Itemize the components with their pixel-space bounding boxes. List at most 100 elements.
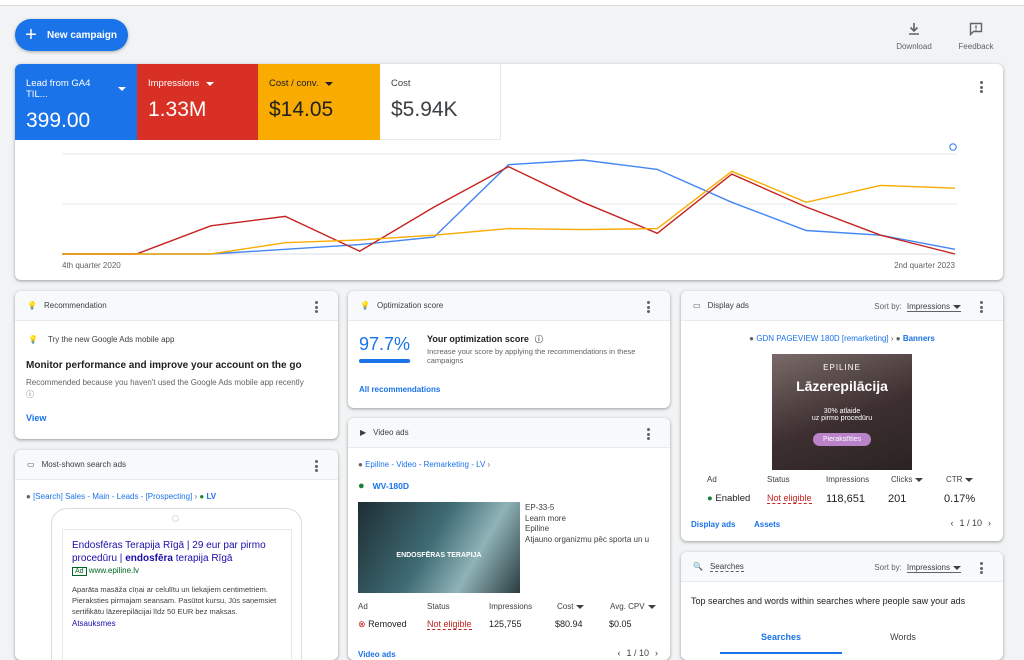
more-options-icon[interactable] bbox=[310, 459, 322, 473]
metric-cost[interactable]: Cost $5.94K bbox=[380, 64, 501, 140]
search-ad-icon: ▭ bbox=[27, 460, 35, 469]
searches-card: 🔍 Searches Sort by: Impressions Top search… bbox=[681, 552, 1003, 660]
ad-badge: Ad bbox=[72, 567, 87, 576]
column-header: Avg. CPV bbox=[610, 602, 645, 611]
prev-page-icon[interactable]: ‹ bbox=[617, 648, 621, 658]
video-ad-cta: Learn more bbox=[525, 513, 566, 523]
campaign-status-icon: ● bbox=[26, 492, 31, 501]
display-campaign-path: ● GDN PAGEVIEW 180D [remarketing] › ● Ba… bbox=[749, 334, 935, 343]
more-options-icon[interactable] bbox=[975, 300, 987, 314]
card-title: Most-shown search ads bbox=[41, 460, 127, 469]
plus-icon: + bbox=[25, 24, 37, 46]
eligibility-status[interactable]: Not eligible bbox=[767, 493, 812, 504]
card-title[interactable]: Searches bbox=[709, 561, 744, 572]
display-ads-link[interactable]: Display ads bbox=[691, 520, 736, 529]
card-title: Recommendation bbox=[43, 301, 107, 310]
video-ads-card: ▶ Video ads ● Epiline - Video - Remarketi… bbox=[348, 418, 670, 660]
adgroup-link[interactable]: WV-180D bbox=[372, 481, 410, 491]
score-bar-fill bbox=[359, 359, 410, 363]
tab-words[interactable]: Words bbox=[890, 632, 916, 642]
pager-text: 1 / 10 bbox=[626, 648, 649, 658]
score-heading: Your optimization score bbox=[427, 334, 529, 344]
download-label: Download bbox=[896, 42, 932, 51]
sort-label: Sort by: bbox=[874, 563, 902, 572]
adgroup-link[interactable]: Banners bbox=[902, 334, 935, 343]
metric-label: Cost bbox=[391, 78, 411, 89]
adgroup-status-icon: ● bbox=[895, 334, 901, 343]
column-header: CTR bbox=[946, 475, 963, 484]
view-link[interactable]: View bbox=[26, 413, 47, 423]
dropdown-icon bbox=[915, 478, 924, 482]
optimization-card: 💡 Optimization score 97.7% Your optimizat… bbox=[348, 291, 670, 408]
metric-label: Cost / conv. bbox=[269, 78, 319, 89]
campaign-link[interactable]: Epiline - Video - Remarketing - LV bbox=[365, 460, 486, 469]
series-line-1 bbox=[62, 165, 956, 255]
download-button[interactable]: Download bbox=[889, 22, 939, 51]
sort-value: Impressions bbox=[906, 302, 950, 311]
search-ad-preview[interactable]: Endosfēras Terapija Rīgā | 29 eur par pi… bbox=[62, 529, 292, 660]
phone-preview: Endosfēras Terapija Rīgā | 29 eur par pi… bbox=[51, 508, 302, 660]
display-ad-preview[interactable]: EPILINE Lāzerepilācija 30% atlaide uz pi… bbox=[772, 354, 912, 470]
clicks-value: 201 bbox=[888, 493, 907, 505]
ad-status: Removed bbox=[368, 619, 407, 629]
prev-page-icon[interactable]: ‹ bbox=[950, 518, 954, 528]
card-title: Optimization score bbox=[376, 301, 444, 310]
more-options-icon[interactable] bbox=[642, 300, 654, 314]
campaign-link[interactable]: [Search] Sales - Main - Leads - [Prospec… bbox=[33, 492, 193, 501]
tab-searches[interactable]: Searches bbox=[720, 630, 842, 654]
impressions-value: 118,651 bbox=[826, 493, 865, 505]
thumbnail-text: ENDOSFĒRAS TERAPIJA bbox=[396, 552, 482, 559]
next-page-icon[interactable]: › bbox=[988, 518, 991, 528]
metric-value: $5.94K bbox=[391, 98, 458, 121]
search-ads-card: ▭ Most-shown search ads ● [Search] Sales … bbox=[15, 450, 338, 660]
dropdown-icon bbox=[965, 478, 974, 482]
ad-title: Lāzerepilācija bbox=[796, 378, 888, 394]
tip-text: Try the new Google Ads mobile app bbox=[47, 335, 175, 344]
metric-conversions[interactable]: Lead from GA4 TIL... 399.00 bbox=[15, 64, 137, 140]
x-axis-start-label: 4th quarter 2020 bbox=[62, 261, 121, 270]
overview-card: Lead from GA4 TIL... 399.00 Impressions … bbox=[15, 64, 1003, 280]
metric-cost-per-conv[interactable]: Cost / conv. $14.05 bbox=[258, 64, 380, 140]
metric-value: 399.00 bbox=[26, 109, 91, 132]
campaign-link[interactable]: GDN PAGEVIEW 180D [remarketing] bbox=[756, 334, 889, 343]
new-campaign-button[interactable]: + New campaign bbox=[15, 19, 128, 51]
enabled-status-icon: ● bbox=[199, 492, 205, 501]
ad-headline: procedūru | bbox=[72, 553, 126, 564]
ad-sitelink: Atsauksmes bbox=[72, 619, 116, 628]
cpv-value: $0.05 bbox=[609, 619, 632, 629]
video-thumbnail[interactable]: ENDOSFĒRAS TERAPIJA bbox=[358, 502, 520, 593]
clicks-header[interactable]: Clicks bbox=[891, 475, 924, 484]
metric-impressions[interactable]: Impressions 1.33M bbox=[137, 64, 258, 140]
more-options-icon[interactable] bbox=[642, 427, 654, 441]
help-icon[interactable]: ⓘ bbox=[26, 390, 34, 399]
all-recommendations-link[interactable]: All recommendations bbox=[359, 385, 441, 394]
video-ad-brand: Epiline bbox=[525, 524, 550, 533]
ad-headline: Endosfēras Terapija Rīgā | 29 eur par pi… bbox=[72, 540, 266, 551]
display-ads-card: ▭ Display ads Sort by: Impressions ● GDN P… bbox=[681, 291, 1003, 541]
sort-dropdown[interactable]: Impressions bbox=[906, 302, 961, 312]
adgroup-link[interactable]: LV bbox=[206, 492, 217, 501]
dropdown-icon bbox=[325, 81, 334, 86]
cost-value: $80.94 bbox=[555, 619, 583, 629]
metric-label: Lead from GA4 TIL... bbox=[26, 78, 91, 100]
video-ad-headline: Atjauno organizmu pēc sporta un u bbox=[525, 534, 650, 544]
more-options-icon[interactable] bbox=[310, 300, 322, 314]
assets-link[interactable]: Assets bbox=[754, 520, 781, 529]
lightbulb-icon: 💡 bbox=[28, 335, 38, 344]
column-header: Ad bbox=[358, 602, 368, 611]
sort-dropdown[interactable]: Impressions bbox=[906, 563, 961, 573]
next-page-icon[interactable]: › bbox=[655, 648, 658, 658]
cpv-header[interactable]: Avg. CPV bbox=[610, 602, 656, 611]
more-options-icon[interactable] bbox=[975, 80, 987, 94]
eligibility-status[interactable]: Not eligible bbox=[427, 619, 472, 630]
ctr-header[interactable]: CTR bbox=[946, 475, 974, 484]
cost-header[interactable]: Cost bbox=[557, 602, 585, 611]
sort-value: Impressions bbox=[906, 563, 950, 572]
video-ads-link[interactable]: Video ads bbox=[358, 650, 396, 659]
sort-label: Sort by: bbox=[874, 302, 902, 311]
more-options-icon[interactable] bbox=[975, 561, 987, 575]
campaign-status-icon: ● bbox=[358, 460, 363, 469]
column-header: Cost bbox=[557, 602, 574, 611]
help-icon[interactable]: ⓘ bbox=[534, 335, 543, 344]
feedback-button[interactable]: Feedback bbox=[951, 22, 1001, 51]
